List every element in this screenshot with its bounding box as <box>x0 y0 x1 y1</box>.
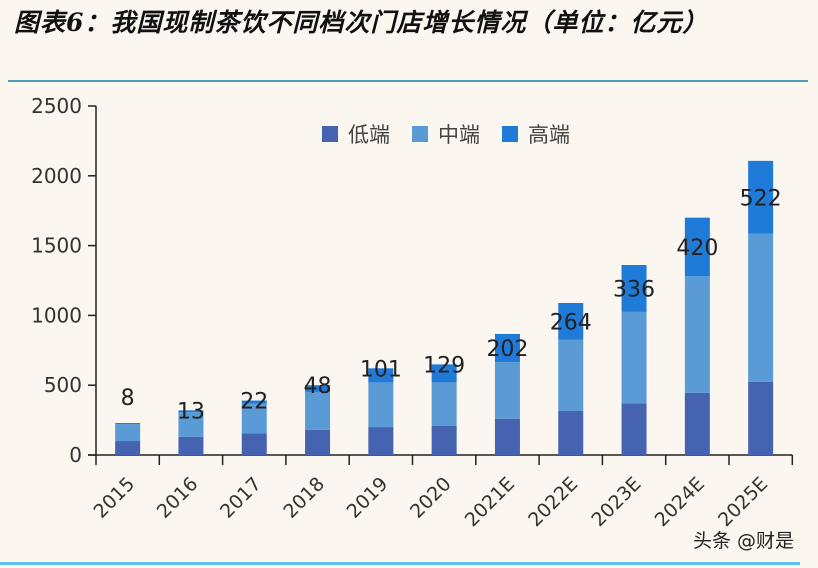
x-tick-label: 2021E <box>461 473 519 531</box>
bar-segment-中端 <box>115 424 141 442</box>
data-label: 13 <box>177 399 205 424</box>
bar-segment-中端 <box>684 276 710 393</box>
x-tick-label: 2022E <box>524 473 582 531</box>
bar-segment-中端 <box>178 412 204 437</box>
data-label: 129 <box>423 353 465 378</box>
x-tick-label: 2018 <box>279 473 329 523</box>
x-tick-label: 2023E <box>587 473 645 531</box>
legend-swatch <box>412 126 428 142</box>
y-tick-label: 500 <box>44 373 82 397</box>
data-label: 22 <box>240 390 268 415</box>
bar-segment-中端 <box>748 233 774 382</box>
bar-segment-低端 <box>558 411 584 455</box>
bar-segment-高端 <box>621 265 647 312</box>
data-label: 101 <box>360 357 402 382</box>
bar-segment-低端 <box>431 425 457 455</box>
legend-swatch <box>502 126 518 142</box>
data-label: 48 <box>304 374 332 399</box>
bar-segment-低端 <box>241 433 267 455</box>
bar-segment-低端 <box>368 427 394 455</box>
bar-segment-中端 <box>368 382 394 428</box>
legend-label: 低端 <box>348 123 390 147</box>
legend-label: 高端 <box>528 123 570 147</box>
bottom-divider <box>0 562 800 565</box>
bar-segment-中端 <box>621 311 647 404</box>
bar-segment-高端 <box>494 333 520 363</box>
data-label: 522 <box>740 186 782 211</box>
bar-segment-高端 <box>305 385 331 392</box>
bar-segment-低端 <box>115 441 141 455</box>
data-label: 336 <box>613 277 655 302</box>
bar-segment-高端 <box>178 410 204 413</box>
bar-segment-中端 <box>431 382 457 426</box>
bar-segment-低端 <box>178 436 204 455</box>
bar-segment-高端 <box>748 160 774 234</box>
bar-segment-中端 <box>241 403 267 434</box>
bar-segment-高端 <box>431 364 457 383</box>
y-tick-label: 1000 <box>31 303 82 327</box>
x-tick-label: 2024E <box>651 473 709 531</box>
y-tick-label: 0 <box>69 443 82 467</box>
y-tick-label: 2000 <box>31 164 82 188</box>
bar-segment-低端 <box>494 418 520 455</box>
legend-label: 中端 <box>438 123 480 147</box>
data-label: 420 <box>676 236 718 261</box>
bar-segment-高端 <box>368 368 394 383</box>
x-tick-label: 2025E <box>714 473 772 531</box>
x-tick-label: 2019 <box>343 473 393 523</box>
bar-segment-低端 <box>748 381 774 455</box>
bar-segment-中端 <box>558 339 584 412</box>
legend-swatch <box>322 126 338 142</box>
x-tick-label: 2020 <box>406 473 456 523</box>
bar-segment-高端 <box>115 423 141 425</box>
y-tick-label: 1500 <box>31 234 82 258</box>
bar-segment-中端 <box>494 362 520 419</box>
chart-title: 图表6：我国现制茶饮不同档次门店增长情况（单位：亿元） <box>14 8 709 37</box>
x-tick-label: 2016 <box>153 473 203 523</box>
data-label: 8 <box>121 386 135 411</box>
bar-segment-低端 <box>684 392 710 455</box>
title-divider <box>8 80 808 82</box>
y-tick-label: 2500 <box>31 94 82 118</box>
bar-segment-低端 <box>305 429 331 455</box>
bar-segment-中端 <box>305 391 331 430</box>
bar-segment-高端 <box>558 302 584 340</box>
data-label: 264 <box>550 310 592 335</box>
watermark: 头条 @财是 <box>693 530 795 552</box>
x-tick-label: 2017 <box>216 473 266 523</box>
bar-segment-低端 <box>621 403 647 455</box>
bar-segment-高端 <box>684 217 710 277</box>
x-tick-label: 2015 <box>89 473 139 523</box>
bar-segment-高端 <box>241 400 267 404</box>
data-label: 202 <box>486 337 528 362</box>
